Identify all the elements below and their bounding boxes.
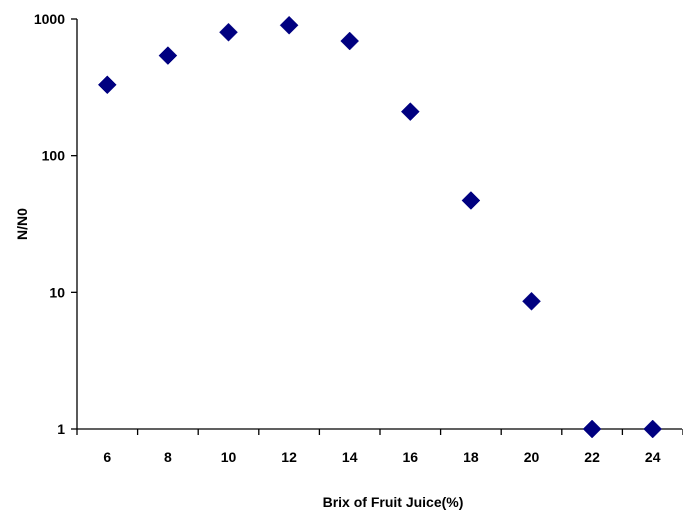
data-point <box>400 102 420 121</box>
x-tick-label: 10 <box>221 449 237 465</box>
x-tick-label: 8 <box>164 449 172 465</box>
x-tick-label: 6 <box>103 449 111 465</box>
x-tick-label: 20 <box>524 449 540 465</box>
x-ticks: 6 8 10 12 14 16 18 20 22 24 <box>76 429 683 465</box>
x-tick-label: 12 <box>281 449 297 465</box>
y-axis-title: N/N0 <box>14 208 30 240</box>
y-tick-label: 100 <box>42 148 66 164</box>
data-point <box>461 191 481 210</box>
data-points <box>97 15 663 439</box>
x-tick-label: 14 <box>342 449 358 465</box>
x-axis-title: Brix of Fruit Juice(%) <box>323 494 464 510</box>
y-tick-label: 1000 <box>34 11 65 27</box>
data-point <box>340 31 360 51</box>
data-point <box>582 419 602 439</box>
y-ticks: 1 10 100 1000 <box>34 11 77 437</box>
data-point <box>279 15 299 35</box>
data-point <box>219 22 238 42</box>
x-tick-label: 16 <box>403 449 419 465</box>
axes <box>76 19 682 430</box>
data-point <box>158 46 178 65</box>
data-point <box>97 75 117 95</box>
x-tick-label: 22 <box>584 449 600 465</box>
y-tick-label: 1 <box>57 421 65 437</box>
x-tick-label: 18 <box>463 449 479 465</box>
data-point <box>522 291 541 311</box>
data-point <box>643 419 663 439</box>
y-tick-label: 10 <box>49 284 65 300</box>
x-tick-label: 24 <box>645 449 661 465</box>
